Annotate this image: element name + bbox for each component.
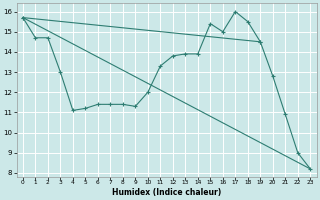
X-axis label: Humidex (Indice chaleur): Humidex (Indice chaleur)	[112, 188, 221, 197]
